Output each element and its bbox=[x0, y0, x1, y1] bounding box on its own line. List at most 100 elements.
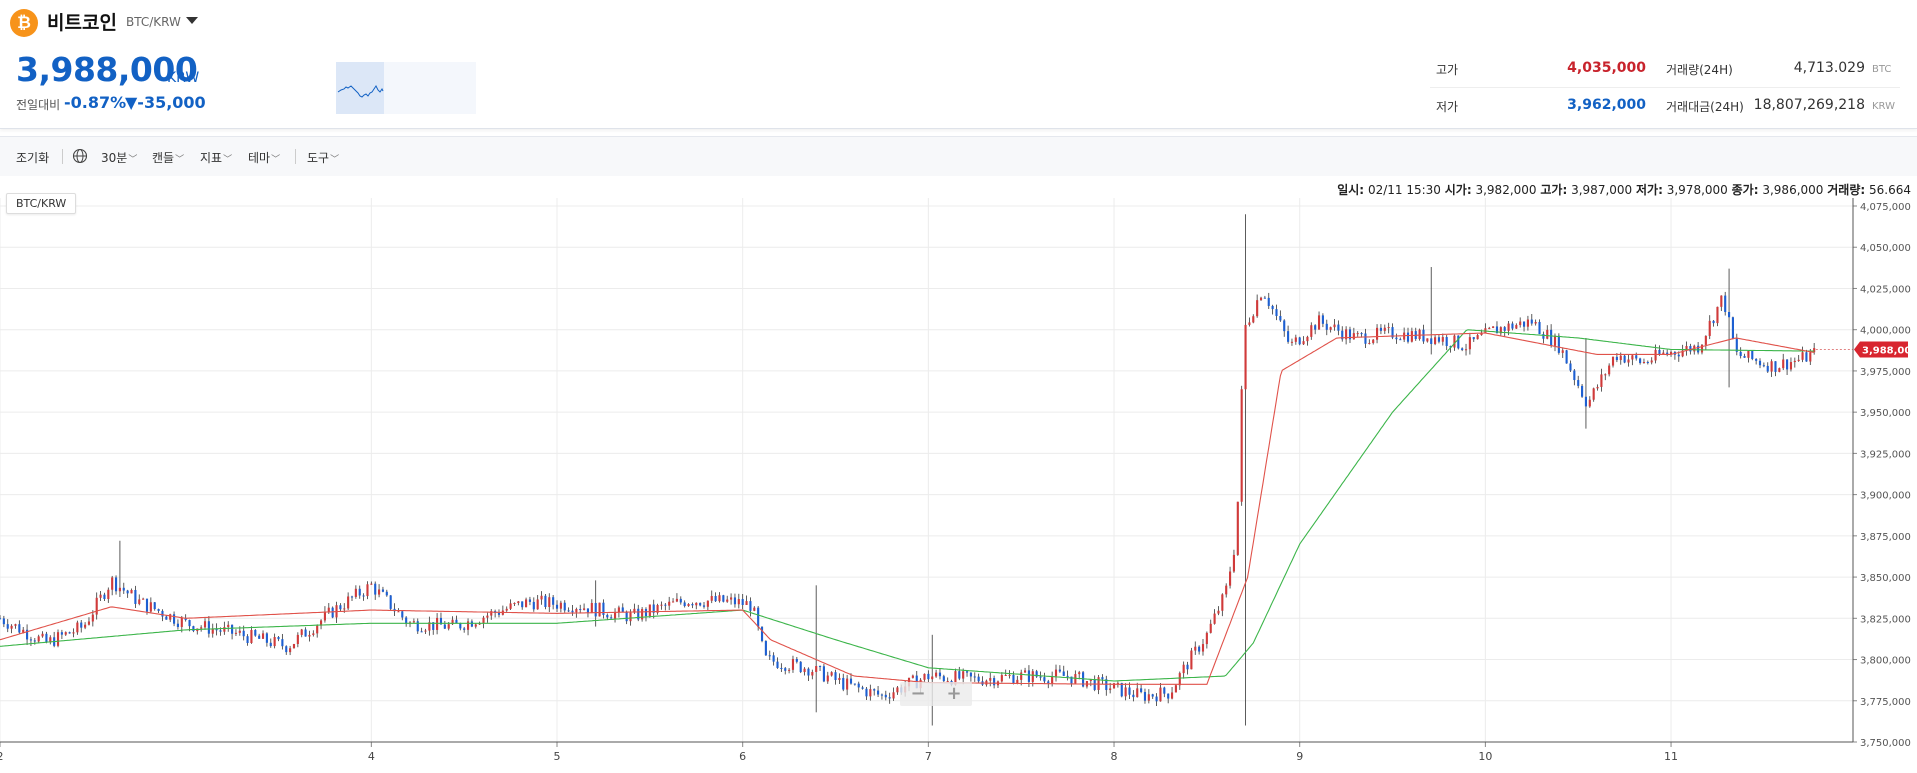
candle-body bbox=[621, 607, 624, 613]
candle-body bbox=[710, 595, 713, 601]
candle-body bbox=[64, 632, 67, 635]
candle-body bbox=[1112, 683, 1116, 689]
candle-body bbox=[1406, 332, 1410, 342]
theme-dropdown[interactable]: 테마﹀ bbox=[248, 149, 280, 166]
change-price: ▼-35,000 bbox=[125, 93, 206, 112]
reset-button[interactable]: 조기화 bbox=[16, 151, 50, 165]
candle-body bbox=[946, 681, 949, 683]
candle-body bbox=[1391, 327, 1394, 338]
candle-body bbox=[1143, 692, 1147, 701]
candle-body bbox=[231, 624, 234, 634]
candle-body bbox=[1519, 321, 1522, 326]
indicator-dropdown[interactable]: 지표﹀ bbox=[200, 149, 232, 166]
low-value: 3,978,000 bbox=[1666, 183, 1728, 197]
candle-body bbox=[1561, 350, 1564, 353]
volume-value: 56.664 bbox=[1869, 183, 1911, 197]
candle-body bbox=[347, 596, 350, 609]
price-chart[interactable]: 4,075,000 4,050,000 4,025,000 4,000,000 3,97… bbox=[0, 176, 1917, 773]
globe-icon[interactable] bbox=[72, 148, 88, 164]
candle-body bbox=[1619, 355, 1622, 361]
candle-body bbox=[528, 599, 532, 602]
candlestick-chart[interactable]: 4,075,000 4,050,000 4,025,000 4,000,000 3,97… bbox=[0, 176, 1917, 773]
candle-body bbox=[1797, 359, 1800, 361]
candle-body bbox=[1577, 380, 1580, 386]
y-tick-label: 4,000,000 bbox=[1860, 326, 1911, 337]
candle-body bbox=[768, 655, 771, 657]
candle-body bbox=[1178, 673, 1181, 686]
amount-24h-label: 거래대금(24H) bbox=[1666, 100, 1744, 114]
x-tick-label: 4 bbox=[368, 750, 375, 763]
candle-body bbox=[625, 612, 628, 622]
candle-body bbox=[1298, 337, 1301, 345]
candle-body bbox=[1553, 335, 1557, 346]
candle-body bbox=[788, 669, 791, 671]
candle-body bbox=[1441, 337, 1444, 342]
candle-body bbox=[451, 619, 454, 625]
grid bbox=[0, 198, 1853, 743]
candle-body bbox=[660, 604, 663, 606]
candle-body bbox=[1813, 348, 1816, 353]
candle-body bbox=[439, 617, 443, 625]
interval-dropdown[interactable]: 30분﹀ bbox=[101, 149, 137, 166]
candle-body bbox=[1604, 374, 1607, 376]
candle-body bbox=[474, 624, 477, 627]
candle-body bbox=[366, 584, 369, 597]
candle-body bbox=[1600, 374, 1603, 387]
candle-body bbox=[265, 633, 268, 643]
candle-body bbox=[385, 591, 388, 596]
candle-body bbox=[138, 599, 141, 604]
candle-body bbox=[1669, 351, 1673, 355]
x-tick-label: 6 bbox=[739, 750, 746, 763]
candle-body bbox=[1364, 333, 1367, 344]
candle-body bbox=[1507, 323, 1510, 331]
candle-body bbox=[1256, 300, 1259, 317]
candle-body bbox=[563, 602, 566, 611]
candle-body bbox=[1240, 389, 1243, 502]
candle-body bbox=[849, 678, 853, 684]
candle-body bbox=[942, 676, 945, 682]
candle-body bbox=[718, 595, 721, 602]
zoom-out-button[interactable]: − bbox=[910, 683, 926, 704]
candle-body bbox=[1677, 354, 1680, 357]
candle-body bbox=[652, 604, 655, 613]
close-value: 3,986,000 bbox=[1762, 183, 1824, 197]
coin-header: ₿ 비트코인 BTC/KRW bbox=[0, 0, 1917, 43]
zoom-in-button[interactable]: + bbox=[946, 683, 962, 704]
candle-body bbox=[1685, 346, 1688, 351]
candle-body bbox=[1267, 297, 1270, 306]
candle-body bbox=[969, 672, 972, 677]
candle-dropdown[interactable]: 캔들﹀ bbox=[152, 149, 184, 166]
candle-body bbox=[1449, 345, 1452, 348]
candle-body bbox=[114, 577, 118, 592]
candle-body bbox=[1434, 337, 1437, 344]
series-label[interactable]: BTC/KRW bbox=[6, 193, 77, 214]
candle-body bbox=[176, 623, 179, 627]
candle-body bbox=[1747, 350, 1750, 358]
candle-body bbox=[1774, 361, 1777, 372]
candle-body bbox=[1573, 370, 1576, 381]
candle-body bbox=[1809, 352, 1812, 362]
open-label: 시가: bbox=[1444, 183, 1472, 197]
date-label: 일시: bbox=[1337, 183, 1365, 197]
candle-body bbox=[1735, 338, 1738, 352]
candle-body bbox=[1770, 361, 1773, 372]
chevron-down-icon: ﹀ bbox=[330, 155, 340, 165]
candle-body bbox=[1201, 644, 1205, 652]
candle-body bbox=[1689, 346, 1692, 352]
candle-body bbox=[1329, 327, 1332, 330]
candle-body bbox=[1004, 675, 1007, 677]
candle-body bbox=[702, 605, 706, 607]
candle-body bbox=[1051, 676, 1054, 684]
caret-down-icon[interactable] bbox=[186, 17, 198, 24]
candle-body bbox=[505, 608, 508, 611]
candle-body bbox=[544, 595, 547, 607]
tools-dropdown[interactable]: 도구﹀ bbox=[307, 149, 339, 166]
low-value: 3,962,000 bbox=[1567, 97, 1646, 113]
candle-body bbox=[56, 632, 60, 646]
candle-body bbox=[1530, 319, 1533, 324]
candle-body bbox=[1209, 623, 1212, 633]
amount-24h-unit: KRW bbox=[1872, 101, 1895, 112]
low-label: 저가 bbox=[1436, 100, 1459, 114]
candle-body bbox=[1418, 329, 1421, 340]
coin-pair[interactable]: BTC/KRW bbox=[126, 15, 181, 29]
